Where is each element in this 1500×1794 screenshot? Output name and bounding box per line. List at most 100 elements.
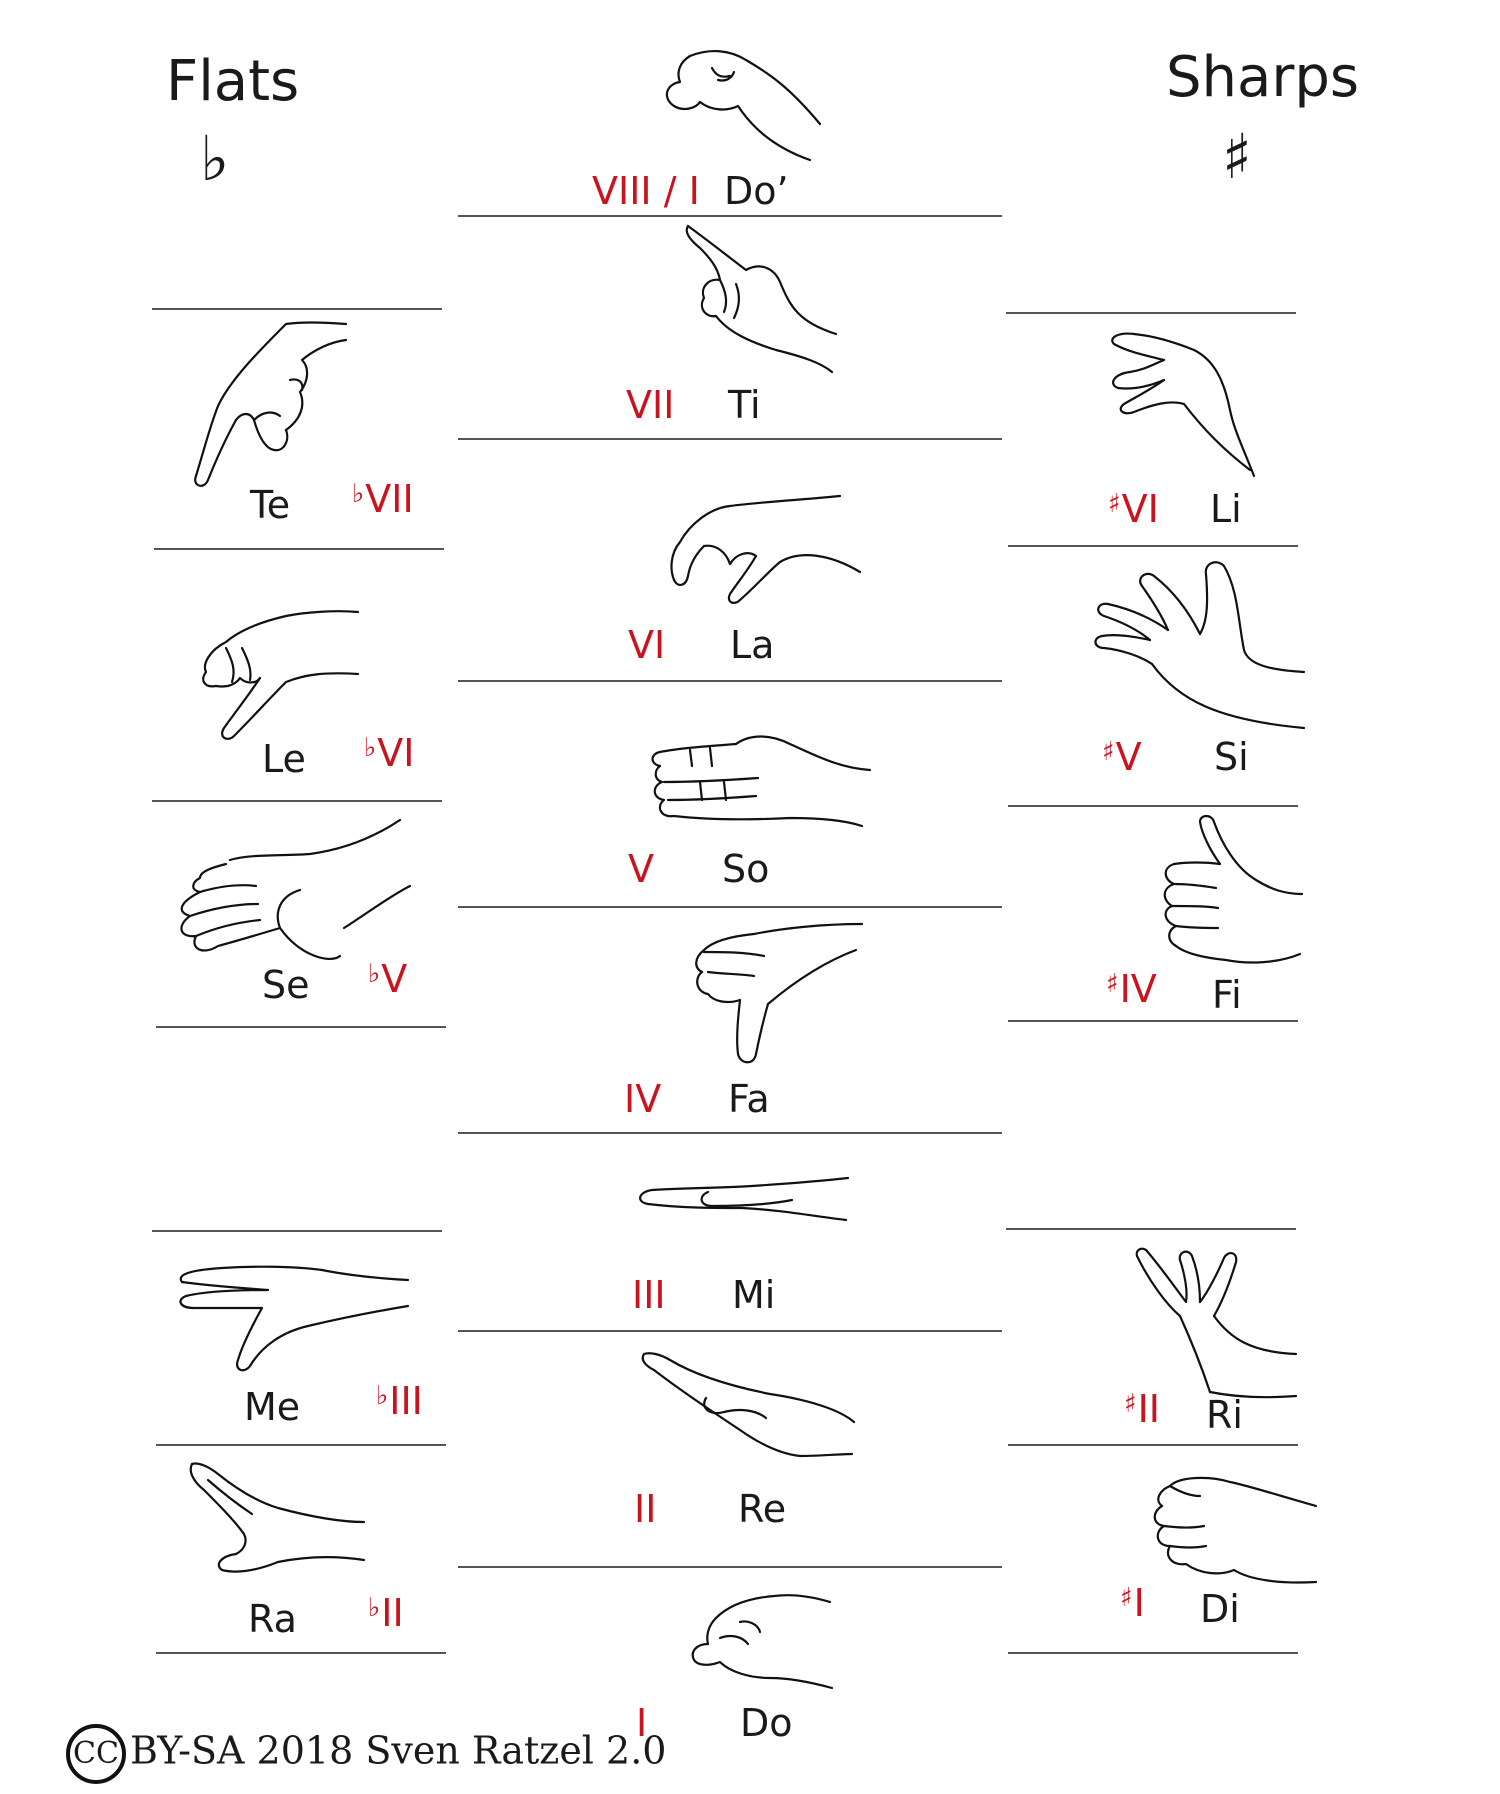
- spread-hand-icon: [1094, 561, 1306, 730]
- sharp-accidental: ♯: [1108, 489, 1121, 519]
- separator: [458, 680, 1002, 682]
- syllable-label: La: [730, 623, 775, 667]
- degree-label: II: [634, 1487, 657, 1531]
- syllable-label: Do’: [724, 169, 789, 213]
- syllable-label: Do: [740, 1701, 793, 1745]
- syllable-label: Mi: [732, 1273, 776, 1317]
- syllable-label: Ra: [248, 1597, 297, 1641]
- flat-palm-hand-icon: [651, 735, 872, 828]
- degree-label: ♯II: [1124, 1390, 1160, 1428]
- separator: [156, 1652, 446, 1654]
- syllable-label: Me: [244, 1385, 301, 1429]
- degree-label: ♯I: [1120, 1584, 1145, 1622]
- syllable-label: Se: [262, 963, 310, 1007]
- syllable-label: Li: [1210, 487, 1242, 531]
- degree-numeral: IV: [1119, 967, 1157, 1011]
- pointing-down-hand-icon: [194, 321, 348, 487]
- syllable-label: Le: [262, 737, 306, 781]
- degree-label: III: [632, 1273, 666, 1317]
- separator: [1008, 1652, 1298, 1654]
- degree-numeral: I: [1133, 1581, 1145, 1625]
- separator: [154, 548, 444, 550]
- slanted-hand-icon: [641, 1352, 856, 1458]
- sharp-accidental: ♯: [1124, 1389, 1137, 1419]
- degree-numeral: VII: [365, 477, 414, 521]
- separator: [1006, 1228, 1296, 1230]
- credit-text: BY-SA 2018 Sven Ratzel 2.0: [130, 1728, 667, 1773]
- syllable-label: So: [722, 847, 770, 891]
- degree-label: VIII / I: [592, 169, 700, 213]
- cc-license-icon: CC: [66, 1724, 126, 1784]
- degree-label: ♭II: [368, 1594, 404, 1632]
- open-palm-hand-icon: [180, 818, 412, 961]
- separator: [1006, 312, 1296, 314]
- sharp-accidental: ♯: [1120, 1583, 1133, 1613]
- syllable-label: Di: [1200, 1587, 1240, 1631]
- degree-label: ♭III: [376, 1382, 423, 1420]
- syllable-label: Ri: [1206, 1393, 1243, 1437]
- degree-numeral: V: [1115, 735, 1142, 779]
- degree-label: ♭VII: [352, 480, 414, 518]
- separator: [1008, 1020, 1298, 1022]
- separator: [458, 1330, 1002, 1332]
- v-fingers-hand-icon: [1135, 1247, 1298, 1399]
- flat-accidental: ♭: [368, 1593, 381, 1623]
- degree-label: ♭VI: [364, 734, 414, 772]
- thumb-down-hand-icon: [695, 922, 864, 1064]
- degree-label: ♯V: [1102, 738, 1142, 776]
- degree-numeral: V: [381, 957, 408, 1001]
- flat-symbol: ♭: [200, 122, 230, 195]
- separator: [152, 800, 442, 802]
- reaching-hand-icon: [1111, 332, 1256, 478]
- level-flat-hand-icon: [639, 1176, 850, 1222]
- license-credit: CC BY-SA 2018 Sven Ratzel 2.0: [66, 1724, 666, 1784]
- syllable-label: Fi: [1212, 973, 1242, 1017]
- flat-thumb-hand-icon: [179, 1265, 410, 1372]
- degree-label: I: [636, 1701, 648, 1745]
- degree-numeral: VI: [377, 731, 415, 775]
- fist-hand-icon: [691, 1594, 834, 1690]
- syllable-label: Ti: [728, 383, 761, 427]
- degree-numeral: III: [389, 1379, 423, 1423]
- thumb-up-hand-icon: [1163, 814, 1304, 964]
- syllable-label: Fa: [728, 1077, 770, 1121]
- separator: [156, 1444, 446, 1446]
- degree-numeral: II: [1137, 1387, 1161, 1431]
- separator: [1008, 545, 1298, 547]
- degree-label: VII: [626, 383, 675, 427]
- separator: [458, 438, 1002, 440]
- separator: [152, 1230, 442, 1232]
- knuckle-fist-hand-icon: [1153, 1476, 1318, 1584]
- degree-label: VI: [628, 623, 666, 667]
- degree-label: IV: [624, 1077, 662, 1121]
- syllable-label: Re: [738, 1487, 787, 1531]
- syllable-label: Te: [250, 483, 291, 527]
- drooping-hand-icon: [670, 494, 862, 604]
- degree-numeral: II: [381, 1591, 404, 1635]
- sharps-heading: Sharps: [1166, 45, 1360, 110]
- separator: [458, 906, 1002, 908]
- sharp-accidental: ♯: [1106, 969, 1119, 999]
- flat-accidental: ♭: [364, 733, 377, 763]
- degree-label: V: [628, 847, 654, 891]
- separator: [458, 1132, 1002, 1134]
- degree-label: ♭V: [368, 960, 407, 998]
- separator: [156, 1026, 446, 1028]
- degree-label: ♯IV: [1106, 970, 1157, 1008]
- sharp-accidental: ♯: [1102, 737, 1115, 767]
- sharp-symbol: ♯: [1222, 120, 1253, 193]
- flat-accidental: ♭: [352, 479, 365, 509]
- separator: [458, 1566, 1002, 1568]
- separator: [1008, 1444, 1298, 1446]
- fist-up-hand-icon: [665, 50, 822, 162]
- angled-hand-icon: [189, 1462, 366, 1573]
- degree-numeral: VI: [1121, 487, 1159, 531]
- separator: [1008, 805, 1298, 807]
- curled-hand-icon: [202, 610, 360, 740]
- flat-accidental: ♭: [368, 959, 381, 989]
- flats-heading: Flats: [166, 49, 300, 114]
- separator: [458, 215, 1002, 217]
- degree-label: ♯VI: [1108, 490, 1159, 528]
- pointing-up-hand-icon: [685, 224, 838, 374]
- separator: [152, 308, 442, 310]
